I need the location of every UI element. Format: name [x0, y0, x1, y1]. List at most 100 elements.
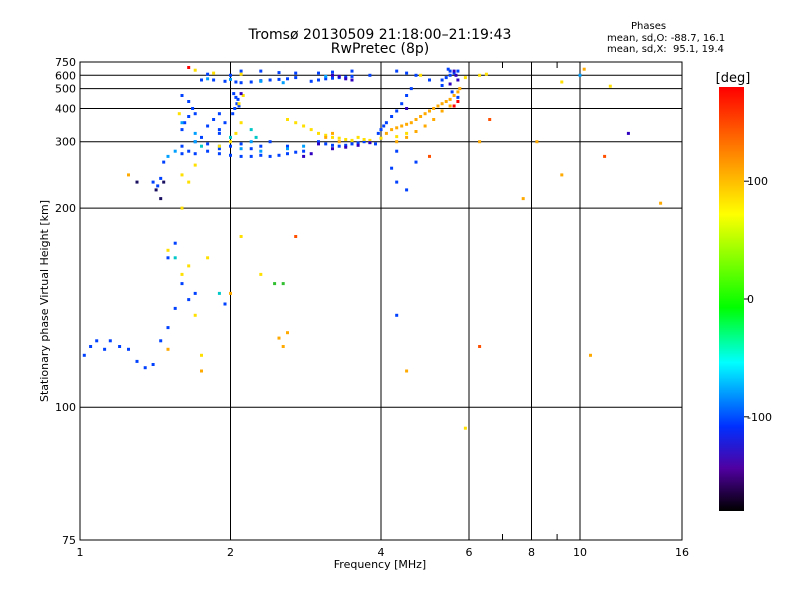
data-point [350, 69, 354, 73]
data-point [239, 142, 243, 146]
data-point [478, 345, 482, 348]
data-point [229, 144, 232, 148]
data-point [223, 302, 227, 306]
data-point [448, 104, 452, 108]
data-point [368, 73, 372, 77]
data-point [206, 142, 210, 146]
data-points [82, 66, 663, 430]
colorbar-tick-label: 100 [747, 175, 768, 188]
data-point [236, 97, 240, 101]
data-point [448, 82, 452, 86]
data-point [450, 90, 454, 94]
data-point [127, 173, 130, 177]
data-point [344, 138, 348, 141]
data-point [180, 128, 184, 132]
data-point [277, 77, 281, 81]
data-point [212, 118, 216, 121]
data-point [212, 78, 216, 82]
data-point [337, 74, 341, 78]
data-point [193, 163, 197, 167]
data-point [432, 118, 436, 121]
data-point [193, 152, 197, 156]
data-point [428, 109, 431, 113]
data-point [187, 115, 191, 118]
data-point [239, 81, 243, 85]
data-point [454, 73, 458, 77]
data-point [135, 359, 139, 363]
data-point [405, 107, 409, 110]
data-point [231, 112, 235, 116]
data-point [452, 94, 456, 97]
data-point [166, 347, 170, 351]
data-point [350, 74, 354, 78]
data-point [384, 121, 388, 125]
data-point [206, 77, 210, 81]
data-point [331, 73, 334, 77]
data-point [200, 369, 203, 373]
data-point [331, 131, 334, 135]
data-point [212, 71, 216, 75]
data-point [317, 78, 320, 82]
data-point [356, 135, 360, 139]
data-point [405, 94, 409, 97]
data-point [156, 184, 160, 188]
data-point [405, 369, 409, 373]
data-point [608, 84, 612, 88]
data-point [200, 135, 203, 139]
data-point [309, 79, 313, 83]
data-point [456, 95, 460, 99]
data-point [344, 77, 348, 81]
data-point [235, 102, 239, 106]
y-tick-label: 600 [55, 69, 76, 82]
data-point [193, 68, 197, 72]
data-point [217, 128, 221, 132]
data-point [324, 74, 328, 78]
data-point [423, 112, 427, 116]
data-point [277, 153, 281, 157]
grid-lines [80, 62, 682, 540]
data-point [229, 135, 232, 139]
data-point [223, 79, 227, 83]
data-point [405, 71, 409, 75]
data-point [200, 144, 203, 148]
data-point [281, 81, 285, 85]
data-point [390, 166, 394, 170]
data-point [414, 73, 418, 77]
data-point [478, 73, 482, 77]
data-point [374, 142, 377, 146]
data-point [193, 313, 197, 317]
colorbar-tick-label: 0 [747, 293, 754, 306]
data-point [331, 76, 334, 80]
data-point [249, 80, 253, 84]
data-point [234, 95, 238, 99]
data-point [384, 131, 388, 135]
data-point [362, 140, 366, 144]
data-point [405, 122, 409, 126]
data-point [344, 143, 348, 147]
data-point [234, 80, 238, 84]
data-point [488, 118, 492, 121]
data-point [151, 363, 155, 366]
data-point [317, 71, 320, 75]
data-point [166, 248, 170, 252]
data-point [302, 154, 306, 158]
data-point [419, 115, 423, 118]
data-point [379, 136, 383, 140]
data-point [127, 347, 130, 351]
data-point [193, 140, 197, 144]
data-point [405, 135, 409, 139]
data-point [162, 180, 166, 184]
data-point [268, 154, 272, 158]
data-point [432, 107, 436, 110]
data-point [286, 77, 289, 81]
data-point [659, 201, 663, 205]
colorbar [719, 87, 744, 511]
data-point [440, 84, 444, 87]
data-point [239, 69, 243, 73]
data-point [180, 121, 184, 125]
data-point [324, 133, 328, 137]
data-point [456, 90, 460, 94]
data-point [405, 131, 409, 135]
